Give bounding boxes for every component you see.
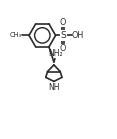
Text: OH: OH xyxy=(72,31,84,40)
Text: O: O xyxy=(60,44,66,53)
Text: NH: NH xyxy=(48,84,60,92)
Text: S: S xyxy=(60,31,66,40)
Text: O: O xyxy=(60,18,66,27)
Text: CH₃: CH₃ xyxy=(9,32,21,38)
Text: NH₂: NH₂ xyxy=(48,49,63,58)
